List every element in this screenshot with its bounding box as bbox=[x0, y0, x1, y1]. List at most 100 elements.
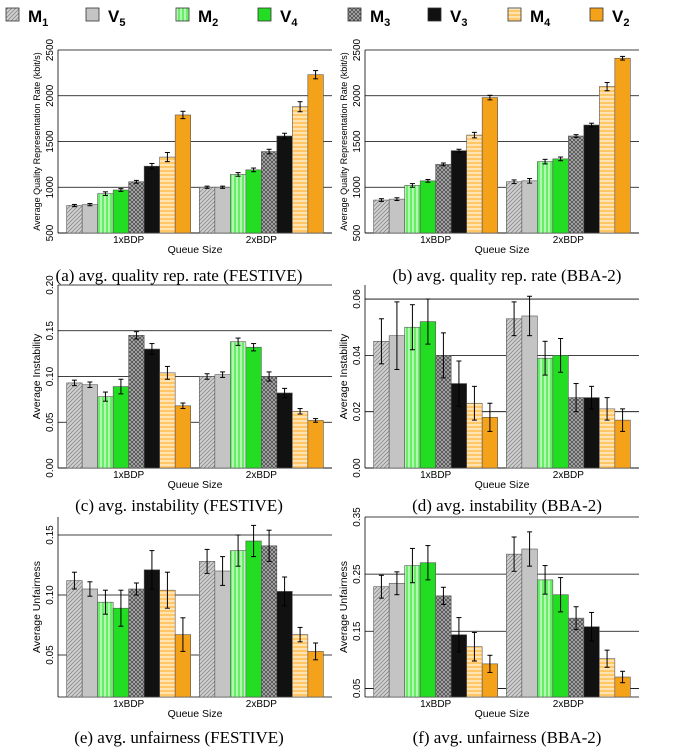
y-tick-label: 500 bbox=[45, 224, 56, 241]
y-tick-label: 2500 bbox=[352, 38, 363, 61]
x-tick-label: 1xBDP bbox=[113, 235, 144, 246]
chart-c: 0.00 0.05 0.10 0.15 0.20 1xBDP 2xBDP Queue Size… bbox=[31, 275, 332, 491]
bar-m4 bbox=[292, 634, 309, 698]
bar-m3 bbox=[128, 335, 145, 469]
error-bar bbox=[164, 571, 170, 609]
error-bar bbox=[440, 162, 446, 167]
bar-m3 bbox=[261, 376, 278, 469]
error-bar bbox=[511, 301, 517, 337]
error-bar bbox=[282, 132, 288, 140]
error-bar bbox=[164, 151, 170, 163]
error-bar bbox=[409, 547, 415, 584]
legend-swatch bbox=[347, 7, 362, 22]
error-bar bbox=[87, 581, 93, 597]
x-tick-label: 1xBDP bbox=[420, 699, 451, 710]
error-bar bbox=[180, 110, 186, 120]
error-bar bbox=[542, 340, 548, 376]
error-bar bbox=[180, 402, 186, 410]
error-bar bbox=[204, 373, 210, 380]
error-bar bbox=[204, 548, 210, 574]
error-bar bbox=[180, 617, 186, 652]
y-axis-label: Average Quality Representation Rate (kbi… bbox=[339, 52, 349, 230]
error-bar bbox=[220, 556, 226, 586]
bar-m1 bbox=[373, 199, 390, 234]
error-bar bbox=[456, 360, 462, 407]
error-bar bbox=[471, 631, 477, 662]
error-bar bbox=[235, 337, 241, 346]
bar-v5 bbox=[214, 374, 231, 469]
y-tick-label: 1000 bbox=[352, 176, 363, 199]
error-bar bbox=[266, 371, 272, 382]
x-tick-label: 2xBDP bbox=[553, 470, 584, 481]
bar-m2 bbox=[404, 185, 421, 234]
error-bar bbox=[297, 626, 303, 643]
bar-v3 bbox=[143, 165, 160, 234]
bar-v5 bbox=[388, 198, 405, 234]
bar-m1 bbox=[66, 580, 83, 698]
error-bar bbox=[118, 378, 124, 395]
y-tick-label: 0.05 bbox=[45, 412, 56, 432]
error-bar bbox=[149, 550, 155, 590]
error-bar bbox=[282, 387, 288, 399]
legend: M1 V5 M2 V4 M3 V3 M4 V2 bbox=[5, 7, 629, 29]
bar-m1 bbox=[506, 553, 523, 698]
y-axis-label: Average Unfairness bbox=[338, 561, 350, 653]
y-tick-label: 0.20 bbox=[45, 275, 56, 295]
legend-item-v3: V3 bbox=[427, 7, 467, 29]
bar-m2 bbox=[537, 161, 554, 234]
error-bar bbox=[542, 565, 548, 595]
error-bar bbox=[527, 295, 533, 337]
y-tick-label: 2000 bbox=[45, 84, 56, 107]
bar-v3 bbox=[276, 135, 293, 234]
bar-v4 bbox=[245, 169, 262, 234]
error-bar bbox=[511, 179, 517, 185]
bar-m1 bbox=[506, 181, 523, 234]
error-bar bbox=[297, 101, 303, 113]
error-bar bbox=[409, 304, 415, 351]
error-bar bbox=[394, 197, 400, 202]
y-axis-label: Average Instability bbox=[338, 333, 350, 419]
error-bar bbox=[102, 391, 108, 402]
legend-label: V4 bbox=[280, 7, 298, 29]
chart-d: 0.00 0.02 0.04 0.06 1xBDP 2xBDP Queue Size Aver… bbox=[338, 285, 639, 491]
error-bar bbox=[471, 131, 477, 139]
bar-v5 bbox=[388, 582, 405, 698]
error-bar bbox=[456, 617, 462, 653]
legend-label: M1 bbox=[28, 7, 48, 29]
bar-v3 bbox=[583, 124, 600, 234]
bar-v5 bbox=[214, 186, 231, 234]
bar-m1 bbox=[506, 318, 523, 469]
error-bar bbox=[589, 122, 595, 128]
x-axis-label: Queue Size bbox=[475, 244, 530, 256]
error-bar bbox=[251, 343, 257, 352]
x-axis-label: Queue Size bbox=[475, 708, 530, 720]
y-tick-label: 0.06 bbox=[352, 289, 363, 309]
bar-v2 bbox=[481, 97, 498, 234]
error-bar bbox=[251, 167, 257, 173]
bar-m3 bbox=[435, 164, 452, 234]
bar-v5 bbox=[521, 548, 538, 698]
x-axis-label: Queue Size bbox=[168, 479, 223, 491]
error-bar bbox=[149, 343, 155, 356]
y-axis-label: Average Quality Representation Rate (kbi… bbox=[32, 52, 42, 230]
error-bar bbox=[71, 379, 77, 387]
chart-e: 0.05 0.10 0.15 1xBDP 2xBDP Queue Size Average … bbox=[31, 517, 332, 720]
legend-swatch bbox=[589, 7, 604, 22]
x-tick-label: 2xBDP bbox=[246, 235, 277, 246]
error-bar bbox=[297, 408, 303, 415]
legend-swatch bbox=[507, 7, 522, 22]
bar-m1 bbox=[66, 382, 83, 469]
bar-m2 bbox=[97, 396, 114, 469]
x-axis-label: Queue Size bbox=[168, 708, 223, 720]
bar-v4 bbox=[552, 158, 569, 234]
x-tick-label: 2xBDP bbox=[553, 699, 584, 710]
error-bar bbox=[589, 385, 595, 410]
caption-e: (e) avg. unfairness (FESTIVE) bbox=[74, 728, 284, 747]
bar-m2 bbox=[230, 174, 247, 234]
error-bar bbox=[266, 148, 272, 155]
error-bar bbox=[266, 529, 272, 562]
error-bar bbox=[102, 589, 108, 615]
bar-v2 bbox=[307, 420, 324, 469]
y-tick-label: 0.35 bbox=[352, 507, 363, 527]
